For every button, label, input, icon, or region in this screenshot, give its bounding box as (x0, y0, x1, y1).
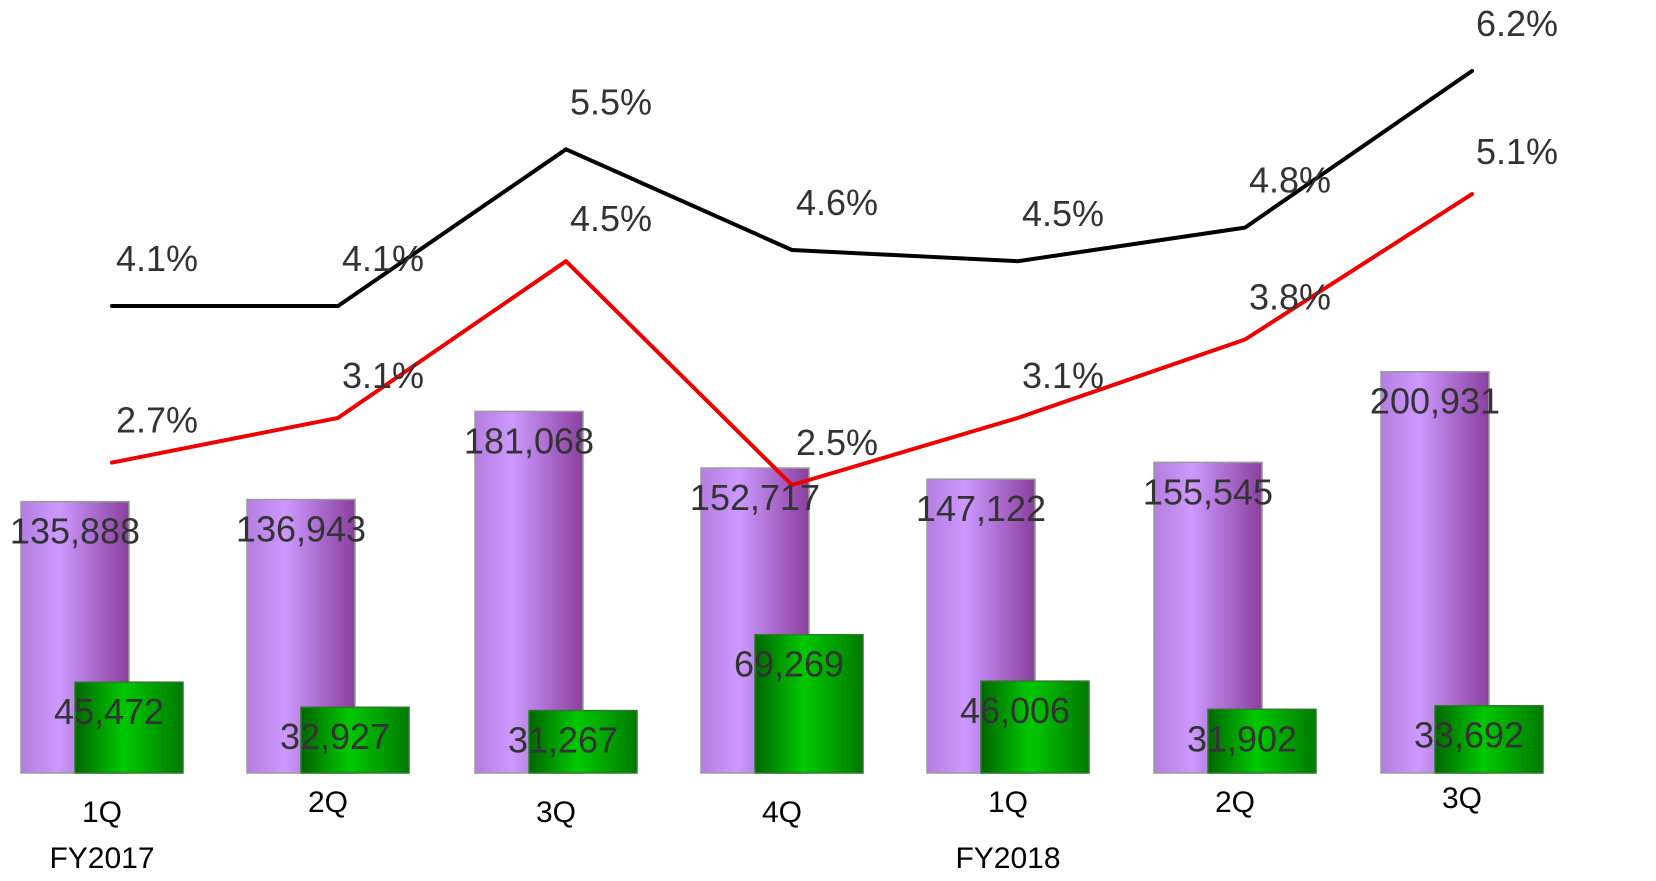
red-line-label-2: 3.1% (342, 355, 424, 396)
category-label-5: 1Q (988, 786, 1028, 819)
black-line-label-2: 4.1% (342, 238, 424, 279)
category-axis: 1Q 2Q 3Q 4Q 1Q 2Q 3Q FY2017 FY2018 (49, 782, 1482, 875)
black-line-label-7: 6.2% (1476, 3, 1558, 44)
green-bar-1 (74, 681, 184, 774)
green-bar-label-5: 46,006 (960, 690, 1070, 731)
category-label-3: 3Q (536, 796, 576, 829)
category-label-6: 2Q (1215, 786, 1255, 819)
group-label-1: FY2017 (49, 842, 154, 875)
purple-bar-label-3: 181,068 (464, 420, 594, 461)
category-label-1: 1Q (82, 796, 122, 829)
green-bar-2 (300, 706, 410, 774)
red-line-label-7: 5.1% (1476, 131, 1558, 172)
labels-layer: 135,888 136,943 181,068 152,717 147,122 155,5… (10, 3, 1558, 761)
green-bar-6 (1207, 708, 1317, 774)
red-line-label-1: 2.7% (116, 400, 198, 441)
black-line-label-6: 4.8% (1249, 160, 1331, 201)
black-line-label-3: 5.5% (570, 81, 652, 122)
red-line (110, 192, 1474, 487)
green-bar-7 (1434, 704, 1544, 774)
green-bar-label-7: 33,692 (1414, 715, 1524, 756)
red-line-label-4: 2.5% (796, 422, 878, 463)
green-bar-5 (980, 680, 1090, 774)
category-label-7: 3Q (1442, 782, 1482, 815)
purple-bar-label-1: 135,888 (10, 511, 140, 552)
green-bar-label-4: 69,269 (734, 644, 844, 685)
group-label-2: FY2018 (955, 842, 1060, 875)
category-label-2: 2Q (308, 786, 348, 819)
purple-bar-label-6: 155,545 (1143, 471, 1273, 512)
green-bar-label-2: 32,927 (280, 716, 390, 757)
red-line-label-5: 3.1% (1022, 355, 1104, 396)
purple-bar-label-4: 152,717 (690, 477, 820, 518)
category-label-4: 4Q (762, 796, 802, 829)
green-bar-3 (528, 709, 638, 774)
red-line-label-6: 3.8% (1249, 277, 1331, 318)
lines-layer (110, 69, 1474, 487)
black-line-label-5: 4.5% (1022, 193, 1104, 234)
green-bar-4 (754, 633, 864, 774)
green-bar-label-6: 31,902 (1187, 718, 1297, 759)
purple-bar-label-7: 200,931 (1370, 381, 1500, 422)
green-bar-label-1: 45,472 (54, 691, 164, 732)
green-bar-label-3: 31,267 (508, 720, 618, 761)
black-line-label-4: 4.6% (796, 182, 878, 223)
black-line-label-1: 4.1% (116, 238, 198, 279)
bars-layer (20, 370, 1544, 774)
red-line-label-3: 4.5% (570, 198, 652, 239)
purple-bar-label-2: 136,943 (236, 509, 366, 550)
purple-bar-label-5: 147,122 (916, 488, 1046, 529)
